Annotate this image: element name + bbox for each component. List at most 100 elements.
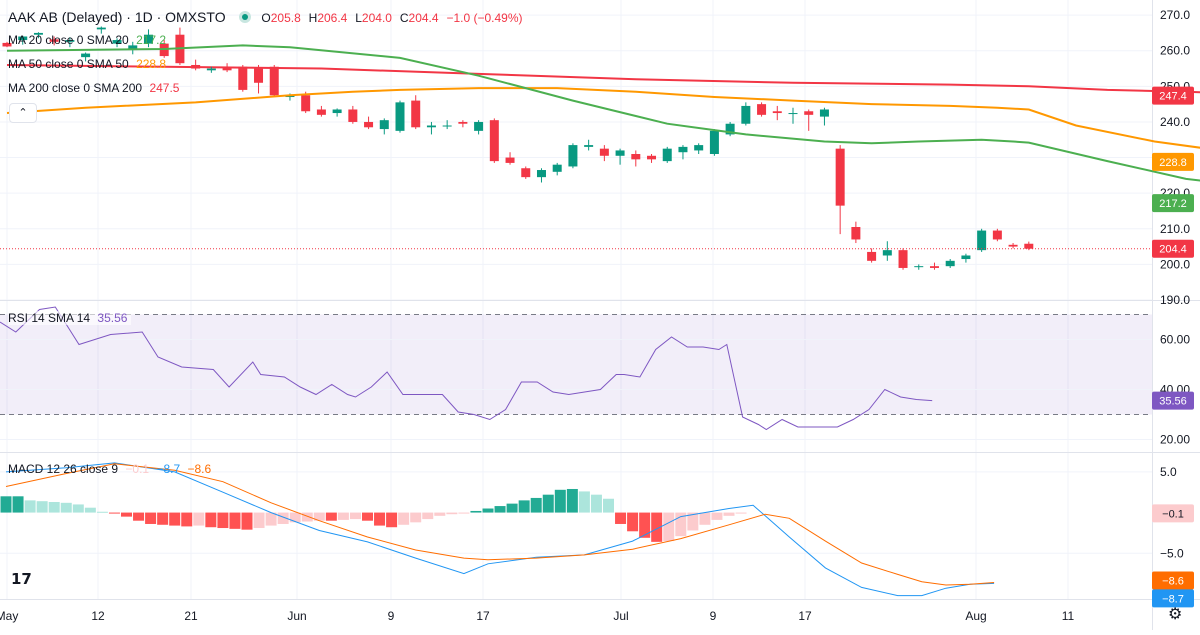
macd-badge-bg xyxy=(1152,504,1194,523)
gear-icon[interactable]: ⚙ xyxy=(1168,604,1183,623)
candle-body xyxy=(379,120,389,130)
price-tick-label: 200.0 xyxy=(1160,257,1190,271)
macd-hist-bar xyxy=(627,512,639,532)
macd-hist-bar xyxy=(24,500,36,513)
collapse-legend-button[interactable]: ⌃ xyxy=(9,103,37,123)
ma20-line xyxy=(6,44,1200,182)
macd-hist-bar xyxy=(735,512,747,514)
close-value: 204.4 xyxy=(408,11,439,25)
macd-hist-bar xyxy=(133,512,145,521)
ma200-legend[interactable]: MA 200 close 0 SMA 200 247.5 xyxy=(8,81,183,95)
candle-body xyxy=(992,230,1002,240)
candle-body xyxy=(819,109,829,117)
price-badge-bg xyxy=(1152,152,1194,171)
chevron-up-icon: ⌃ xyxy=(18,107,28,119)
candle-body xyxy=(615,150,625,156)
candle-body xyxy=(269,66,279,96)
grid xyxy=(0,0,1152,599)
candle-body xyxy=(804,111,814,115)
macd-hist-bar xyxy=(675,512,687,537)
candle-body xyxy=(678,146,688,153)
candle-body xyxy=(929,266,939,268)
macd-hist-bar xyxy=(723,512,735,516)
time-axis-label: Aug xyxy=(965,609,986,623)
macd-legend-label: MACD 12 26 close 9 xyxy=(8,462,119,476)
candle-body xyxy=(348,109,358,122)
macd-hist-bar xyxy=(446,512,458,515)
macd-hist-bar xyxy=(482,508,494,513)
candle-body xyxy=(772,111,782,114)
open-value: 205.8 xyxy=(270,11,301,25)
ma50-legend[interactable]: MA 50 close 0 SMA 50 228.8 xyxy=(8,57,170,71)
candle-body xyxy=(851,227,861,240)
macd-hist-bar xyxy=(398,512,410,525)
macd-hist-bar xyxy=(374,512,386,526)
price-badge: 247.4 xyxy=(1159,91,1187,103)
rsi-legend[interactable]: RSI 14 SMA 14 35.56 xyxy=(8,311,132,325)
candle-body xyxy=(128,45,138,51)
macd-legend-hist: −0.1 xyxy=(125,462,150,476)
candle-body xyxy=(81,53,91,58)
candle-body xyxy=(2,42,12,47)
macd-hist-bar xyxy=(325,512,337,521)
ma50-line xyxy=(6,87,1200,149)
macd-hist-bar xyxy=(506,503,518,513)
ma50-layer xyxy=(6,87,1200,149)
time-axis-label: 11 xyxy=(1062,609,1075,623)
price-badge: 204.4 xyxy=(1159,244,1187,256)
time-axis-label: Jul xyxy=(613,609,628,623)
rsi-legend-label: RSI 14 SMA 14 xyxy=(8,311,91,325)
ma20-legend[interactable]: MA 20 close 0 SMA 20 217.2 xyxy=(8,33,170,47)
price-badge-bg xyxy=(1152,194,1194,213)
candle-body xyxy=(332,109,342,114)
candle-body xyxy=(301,95,311,112)
candle-body xyxy=(33,32,43,35)
macd-hist-bar xyxy=(337,512,349,520)
macd-badge-bg xyxy=(1152,571,1194,590)
macd-legend-signal: −8.6 xyxy=(187,462,212,476)
macd-hist-bar xyxy=(458,512,470,514)
macd-hist-bar xyxy=(494,506,506,513)
high-value: 206.4 xyxy=(317,11,348,25)
rsi-badge-bg xyxy=(1152,391,1194,410)
macd-hist-bar xyxy=(687,512,699,531)
candle-body xyxy=(426,125,436,128)
market-status-dot xyxy=(239,11,252,23)
macd-hist-bar xyxy=(48,502,60,513)
candle-body xyxy=(1008,244,1018,247)
macd-hist-bar xyxy=(169,512,181,526)
candle-body xyxy=(65,40,75,42)
macd-hist-bar xyxy=(0,496,12,513)
macd-layer xyxy=(0,462,995,597)
candle-body xyxy=(835,148,845,206)
price-badge-bg xyxy=(1152,239,1194,258)
ma50-legend-value: 228.8 xyxy=(136,57,167,71)
macd-hist-bar xyxy=(663,512,675,542)
candle-body xyxy=(631,154,641,160)
candle-body xyxy=(96,27,106,30)
candle-body xyxy=(788,113,798,115)
macd-signal-line xyxy=(5,463,995,586)
macd-line xyxy=(5,462,995,597)
macd-tick-label: 5.0 xyxy=(1160,465,1177,479)
ma20-layer xyxy=(6,44,1200,182)
ma200-legend-value: 247.5 xyxy=(149,81,180,95)
symbol-header[interactable]: AAK AB (Delayed) · 1D · OMXSTO O205.8 H2… xyxy=(8,9,527,25)
macd-legend[interactable]: MACD 12 26 close 9 −0.1 −8.7 −8.6 xyxy=(8,462,215,476)
macd-hist-bar xyxy=(193,512,205,526)
candle-body xyxy=(521,168,531,178)
candle-body xyxy=(898,250,908,268)
macd-hist-bar xyxy=(542,494,554,513)
macd-hist-bar xyxy=(108,512,120,514)
candle-body xyxy=(536,170,546,178)
candle-body xyxy=(49,39,59,42)
rsi-badge: 35.56 xyxy=(1159,396,1187,408)
macd-hist-bar xyxy=(277,512,289,524)
candle-body xyxy=(725,123,735,135)
tradingview-logo-icon[interactable]: 17 xyxy=(11,570,32,588)
macd-hist-bar xyxy=(84,507,96,513)
candle-body xyxy=(599,148,609,156)
macd-hist-bar xyxy=(12,496,24,513)
